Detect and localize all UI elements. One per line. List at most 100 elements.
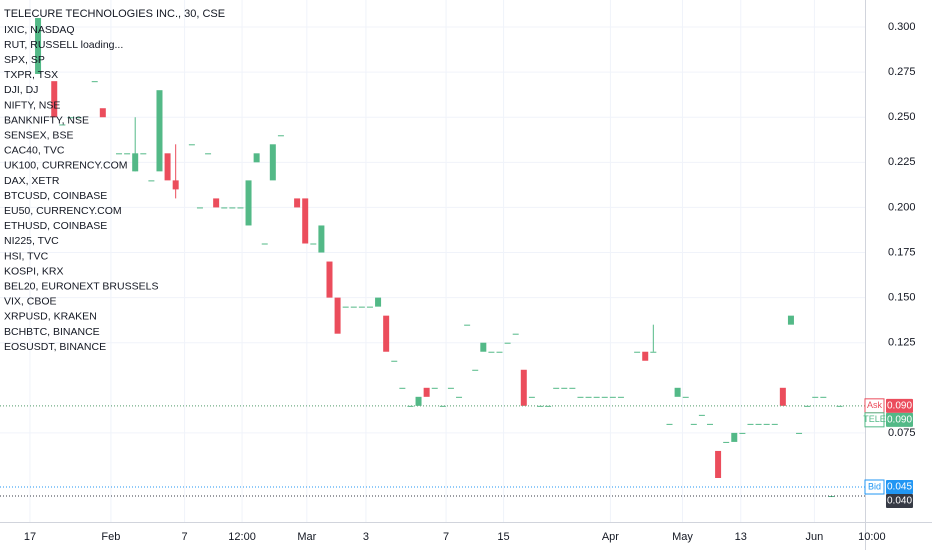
candle-body [375, 297, 382, 307]
x-tick-label: 17 [24, 531, 36, 543]
symbol-label: BTCUSD, COINBASE [4, 190, 107, 202]
price-tag: Bid [868, 481, 881, 491]
candle-body [747, 423, 754, 425]
price-label-box [886, 412, 913, 427]
candle-body [334, 297, 341, 334]
x-tick-label: 15 [497, 531, 509, 543]
candle-body [221, 207, 228, 209]
candle-body [601, 396, 608, 398]
candle-body [91, 81, 98, 83]
candle-body [650, 351, 657, 353]
symbol-label: RUT, RUSSELL loading... [4, 39, 123, 51]
candle-body [480, 342, 487, 352]
x-tick-label: 7 [443, 531, 449, 543]
symbol-label: NIFTY, NSE [4, 99, 60, 111]
candle-body [836, 405, 843, 407]
candle-body [569, 387, 576, 389]
candle-body [399, 387, 406, 389]
candle-body [132, 153, 139, 172]
y-tick-label: 0.225 [888, 156, 916, 168]
candle-body [553, 387, 560, 389]
candle-body [528, 396, 535, 398]
y-tick-label: 0.150 [888, 292, 916, 304]
x-tick-label: 10:00 [858, 531, 886, 543]
candle-body [35, 18, 42, 74]
symbol-label: BANKNIFTY, NSE [4, 114, 89, 126]
candle-body [67, 117, 74, 119]
symbol-label: EOSUSDT, BINANCE [4, 341, 106, 353]
candle-body [302, 198, 309, 244]
candle-body [715, 450, 722, 478]
candle-body [545, 405, 552, 407]
x-tick-label: 13 [735, 531, 747, 543]
candle-body [763, 423, 770, 425]
candle-body [812, 396, 819, 398]
candle-body [261, 243, 268, 245]
x-tick-label: Feb [101, 531, 120, 543]
candle-body [318, 225, 325, 253]
candle-body [496, 351, 503, 353]
candle-body [342, 306, 349, 308]
candle-body [245, 180, 252, 226]
candle-body [156, 90, 163, 172]
y-tick-label: 0.300 [888, 21, 916, 33]
candle-body [577, 396, 584, 398]
symbol-label: UK100, CURRENCY.COM [4, 160, 128, 172]
symbol-label: SENSEX, BSE [4, 129, 73, 141]
chart-title: TELECURE TECHNOLOGIES INC., 30, CSE [4, 8, 225, 20]
candle-body [51, 81, 58, 118]
candle-body [431, 387, 438, 389]
symbol-label: IXIC, NASDAQ [4, 24, 75, 36]
candle-body [561, 387, 568, 389]
y-tick-label: 0.250 [888, 111, 916, 123]
candle-body [294, 198, 301, 208]
candle-body [415, 396, 422, 406]
candle-body [229, 207, 236, 209]
price-label: 0.040 [887, 496, 912, 507]
candle-body [674, 387, 681, 397]
candle-body [253, 153, 260, 163]
symbol-label: XRPUSD, KRAKEN [4, 311, 97, 323]
symbol-label: HSI, TVC [4, 250, 49, 262]
candle-body [690, 423, 697, 425]
candle-body [269, 144, 276, 181]
candle-body [59, 124, 66, 126]
candle-body [439, 405, 446, 407]
candle-body [609, 396, 616, 398]
candle-body [196, 207, 203, 209]
candle-body [213, 198, 220, 208]
candle-body [350, 306, 357, 308]
symbol-label: VIX, CBOE [4, 296, 57, 308]
candle-body [787, 315, 794, 325]
grid [0, 0, 865, 522]
candle-body [520, 369, 527, 406]
candle-body [771, 423, 778, 425]
candle-body [504, 342, 511, 344]
candle-body [512, 333, 519, 335]
symbol-label: NI225, TVC [4, 235, 59, 247]
candle-body [164, 153, 171, 181]
candle-body [796, 432, 803, 434]
candle-body [682, 396, 689, 398]
candle-body [310, 243, 317, 245]
price-tag-box [864, 479, 885, 495]
candle-body [140, 153, 147, 155]
price-label: 0.090 [887, 400, 912, 411]
y-tick-label: 0.075 [888, 427, 916, 439]
symbol-label: EU50, CURRENCY.COM [4, 205, 122, 217]
candle-body [423, 387, 430, 397]
candle-body [731, 432, 738, 442]
price-tag: Ask [867, 400, 883, 410]
candle-body [706, 423, 713, 425]
price-tag-box [864, 412, 885, 428]
candle-body [383, 315, 390, 352]
candle-body [99, 108, 106, 118]
symbol-label: DJI, DJ [4, 84, 38, 96]
candle-body [456, 396, 463, 398]
candle-body [585, 396, 592, 398]
symbol-label: KOSPI, KRX [4, 265, 64, 277]
candle-body [237, 207, 244, 209]
x-tick-label: Mar [297, 531, 316, 543]
